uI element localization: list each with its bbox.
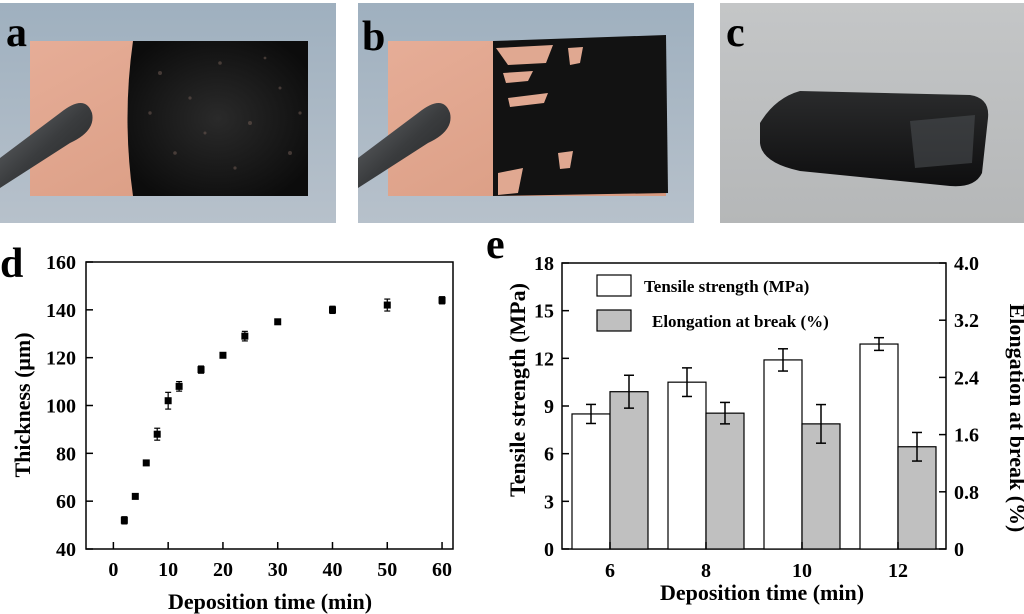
data-point — [274, 318, 282, 326]
bar — [801, 423, 841, 550]
y-tick-label-left: 3 — [544, 491, 554, 513]
y-tick-label-left: 15 — [534, 301, 554, 323]
bar — [763, 359, 803, 550]
y-tick-label: 120 — [46, 348, 76, 370]
panel-letter-c: c — [726, 10, 745, 56]
y-tick-label: 160 — [46, 252, 76, 274]
plot-frame-d — [85, 261, 454, 550]
bar — [571, 413, 611, 550]
data-point — [241, 332, 249, 340]
legend-swatch-elongation — [596, 309, 632, 332]
data-point — [142, 459, 150, 467]
legend-swatch-tensile — [596, 274, 632, 297]
panel-letter-e: e — [486, 222, 505, 268]
y-tick-label-right: 2.4 — [954, 367, 979, 389]
panel-letter-b: b — [362, 14, 385, 60]
data-point — [219, 351, 227, 359]
x-tick-label: 10 — [158, 559, 178, 581]
panel-letter-a: a — [6, 10, 27, 56]
data-point — [131, 492, 139, 500]
legend-label-elongation: Elongation at break (%) — [652, 312, 829, 331]
data-point — [197, 366, 205, 374]
y-tick-label: 100 — [46, 396, 76, 418]
y-tick-label-left: 12 — [534, 348, 554, 370]
data-point — [120, 516, 128, 524]
thickness-chart: 0 10 20 30 40 50 60 40 60 80 100 120 140 160 Depositi… — [10, 252, 454, 614]
data-point — [328, 306, 336, 314]
y-tick-label-right: 4.0 — [954, 253, 979, 275]
y-axis-label-left: Tensile strength (MPa) — [505, 283, 530, 497]
y-axis-label: Thickness (μm) — [10, 332, 35, 477]
photo-a — [0, 3, 336, 223]
x-axis-label-e: Deposition time (min) — [660, 580, 864, 605]
y-tick-label-right: 0 — [954, 539, 964, 561]
data-point — [438, 296, 446, 304]
data-point — [153, 430, 161, 438]
tensile-elongation-chart: 0 3 6 9 12 15 18 0 0.8 1.6 2.4 3.2 4.0 6 8 10 12 Tensile… — [505, 253, 1024, 605]
legend-label-tensile: Tensile strength (MPa) — [644, 277, 809, 296]
y-tick-label: 40 — [56, 539, 76, 561]
y-tick-label-left: 0 — [544, 539, 554, 561]
y-tick-label: 60 — [56, 491, 76, 513]
data-point — [164, 397, 172, 405]
bar — [859, 343, 899, 550]
y-tick-label-right: 0.8 — [954, 482, 979, 504]
x-tick-label: 40 — [322, 559, 342, 581]
y-axis-label-right: Elongation at break (%) — [1005, 304, 1024, 533]
data-point — [175, 382, 183, 390]
x-axis-label: Deposition time (min) — [168, 589, 372, 614]
photo-b — [358, 3, 694, 223]
bar — [609, 391, 649, 550]
y-tick-label: 140 — [46, 300, 76, 322]
y-tick-label-right: 1.6 — [954, 425, 979, 447]
y-tick-label-left: 6 — [544, 444, 554, 466]
x-tick-label: 20 — [213, 559, 233, 581]
bar — [705, 412, 745, 550]
data-point — [383, 301, 391, 309]
x-tick-label: 0 — [108, 559, 118, 581]
x-tick-label: 10 — [792, 560, 812, 582]
y-tick-label: 80 — [56, 443, 76, 465]
legend: Tensile strength (MPa) Elongation at bre… — [596, 274, 829, 332]
y-tick-label-left: 18 — [534, 253, 554, 275]
photo-c — [720, 3, 1024, 223]
y-tick-label-left: 9 — [544, 396, 554, 418]
bar — [897, 446, 937, 550]
panel-letter-d: d — [0, 241, 23, 287]
y-tick-label-right: 3.2 — [954, 310, 979, 332]
x-tick-label: 50 — [377, 559, 397, 581]
x-tick-label: 8 — [701, 560, 711, 582]
x-tick-label: 6 — [605, 560, 615, 582]
x-tick-label: 60 — [432, 559, 452, 581]
x-tick-label: 12 — [888, 560, 908, 582]
x-tick-label: 30 — [268, 559, 288, 581]
bar — [667, 381, 707, 550]
